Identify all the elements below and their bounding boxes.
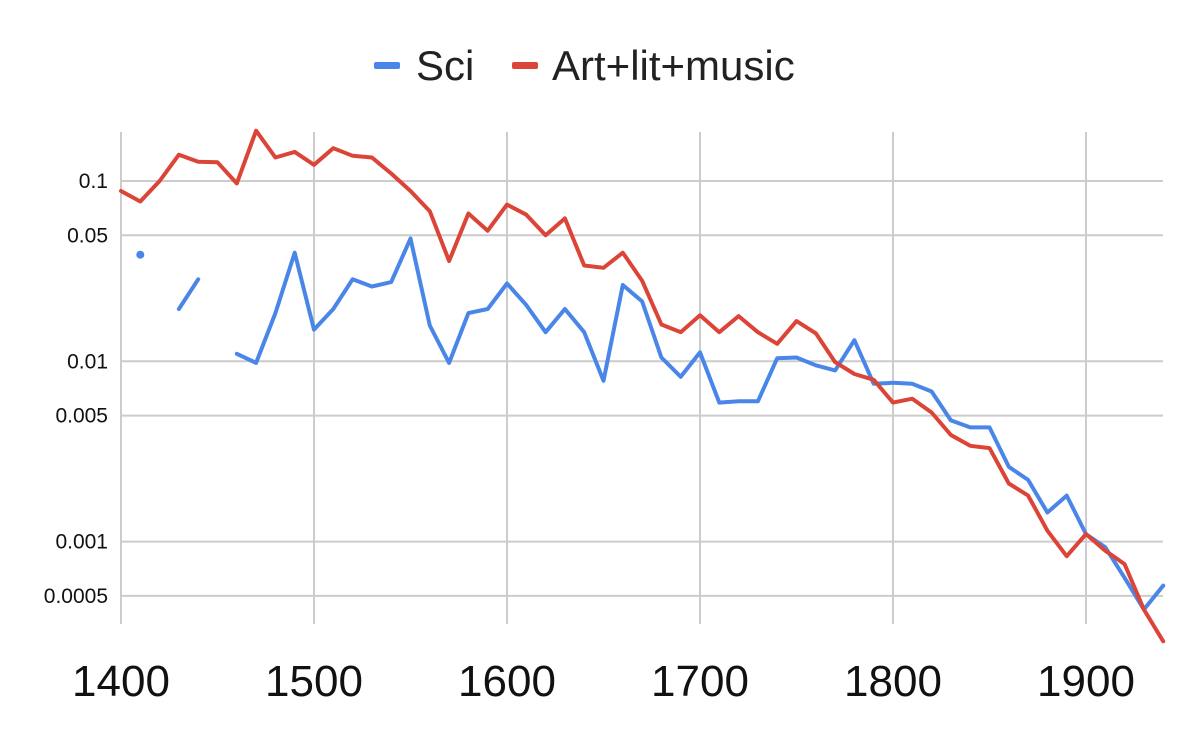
y-tick-label: 0.05 [67, 224, 108, 247]
y-tick-label: 0.005 [55, 405, 108, 428]
y-tick-label: 0.1 [79, 170, 108, 193]
x-gridlines [120, 132, 1087, 624]
x-tick-label: 1400 [72, 657, 170, 706]
legend-label: Art+lit+music [552, 42, 795, 89]
y-tick-labels: 0.1 0.05 0.01 0.005 0.001 0.0005 [44, 170, 108, 608]
series-line-segment [119, 128, 1166, 644]
series-line-segment [234, 236, 1166, 612]
x-tick-label: 1800 [844, 657, 942, 706]
data-point [136, 250, 145, 259]
x-tick-label: 1500 [265, 657, 363, 706]
y-gridlines [121, 180, 1163, 597]
legend-swatch [512, 62, 538, 69]
legend-item-sci: Sci [374, 42, 474, 89]
legend-item-art-lit-music: Art+lit+music [512, 42, 795, 89]
y-tick-label: 0.01 [67, 350, 108, 373]
y-tick-label: 0.0005 [44, 585, 108, 608]
series-sci [136, 236, 1166, 612]
series-layer [119, 128, 1166, 644]
series-art-lit-music [119, 128, 1166, 644]
legend-label: Sci [416, 42, 474, 89]
x-tick-labels: 1400 1500 1600 1700 1800 1900 [72, 657, 1135, 706]
y-tick-label: 0.001 [55, 531, 108, 554]
x-tick-label: 1900 [1037, 657, 1135, 706]
x-tick-label: 1600 [458, 657, 556, 706]
legend-swatch [374, 62, 400, 69]
legend: Sci Art+lit+music [374, 42, 795, 89]
series-line-segment [176, 277, 201, 311]
x-tick-label: 1700 [651, 657, 749, 706]
